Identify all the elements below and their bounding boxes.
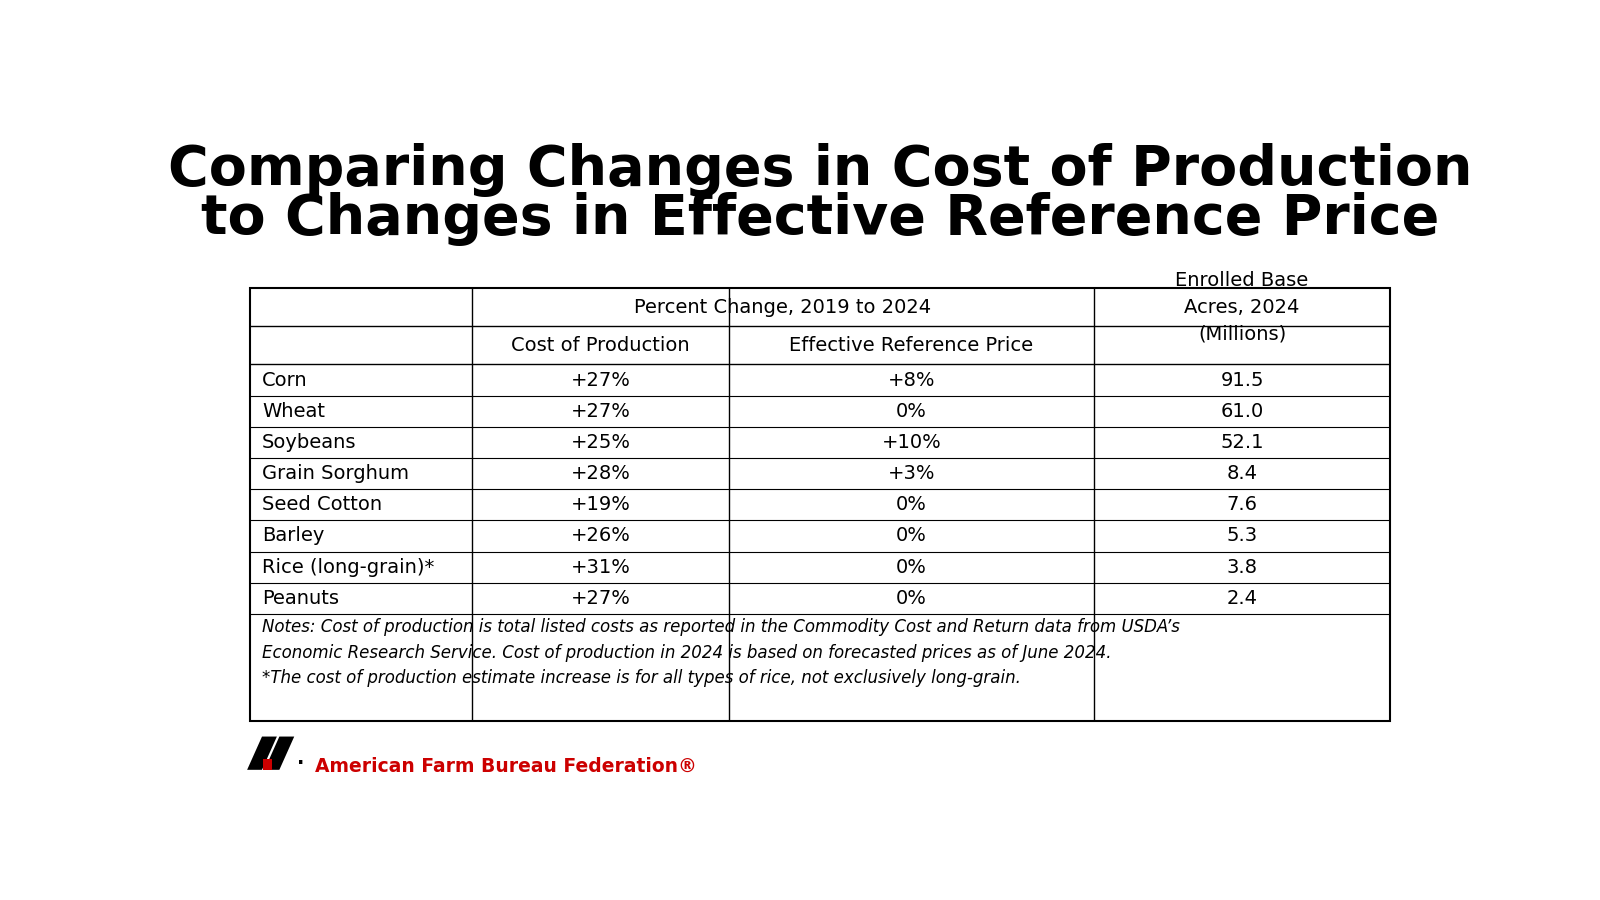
Text: Soybeans: Soybeans bbox=[262, 433, 357, 452]
Text: Wheat: Wheat bbox=[262, 401, 325, 420]
Text: +27%: +27% bbox=[571, 401, 630, 420]
Text: Rice (long-grain)*: Rice (long-grain)* bbox=[262, 558, 434, 577]
Text: 0%: 0% bbox=[896, 401, 926, 420]
Text: 61.0: 61.0 bbox=[1221, 401, 1264, 420]
Text: Percent Change, 2019 to 2024: Percent Change, 2019 to 2024 bbox=[634, 298, 931, 317]
Text: Peanuts: Peanuts bbox=[262, 589, 339, 608]
Text: 91.5: 91.5 bbox=[1221, 371, 1264, 390]
Text: +27%: +27% bbox=[571, 589, 630, 608]
Text: +8%: +8% bbox=[888, 371, 934, 390]
Text: Seed Cotton: Seed Cotton bbox=[262, 495, 382, 514]
Text: 0%: 0% bbox=[896, 526, 926, 545]
Text: Comparing Changes in Cost of Production: Comparing Changes in Cost of Production bbox=[168, 143, 1472, 197]
Text: 0%: 0% bbox=[896, 495, 926, 514]
Polygon shape bbox=[264, 760, 272, 770]
Text: +25%: +25% bbox=[570, 433, 630, 452]
Text: 5.3: 5.3 bbox=[1227, 526, 1258, 545]
Text: American Farm Bureau Federation®: American Farm Bureau Federation® bbox=[315, 757, 698, 776]
Text: 0%: 0% bbox=[896, 558, 926, 577]
Text: Effective Reference Price: Effective Reference Price bbox=[789, 336, 1034, 355]
Polygon shape bbox=[246, 736, 277, 770]
Text: Grain Sorghum: Grain Sorghum bbox=[262, 464, 410, 483]
Text: Corn: Corn bbox=[262, 371, 307, 390]
Text: .: . bbox=[296, 749, 304, 768]
Text: 2.4: 2.4 bbox=[1227, 589, 1258, 608]
Text: +3%: +3% bbox=[888, 464, 934, 483]
Text: +31%: +31% bbox=[571, 558, 630, 577]
Text: +19%: +19% bbox=[571, 495, 630, 514]
Text: 7.6: 7.6 bbox=[1227, 495, 1258, 514]
Text: +26%: +26% bbox=[571, 526, 630, 545]
Text: Barley: Barley bbox=[262, 526, 325, 545]
Bar bbox=[250, 288, 1390, 721]
Text: +10%: +10% bbox=[882, 433, 941, 452]
Text: Notes: Cost of production is total listed costs as reported in the Commodity Cos: Notes: Cost of production is total liste… bbox=[262, 618, 1179, 688]
Text: Cost of Production: Cost of Production bbox=[510, 336, 690, 355]
Text: 8.4: 8.4 bbox=[1227, 464, 1258, 483]
Text: 52.1: 52.1 bbox=[1221, 433, 1264, 452]
Text: +27%: +27% bbox=[571, 371, 630, 390]
Text: to Changes in Effective Reference Price: to Changes in Effective Reference Price bbox=[202, 192, 1438, 246]
Text: Enrolled Base
Acres, 2024
(Millions): Enrolled Base Acres, 2024 (Millions) bbox=[1176, 271, 1309, 343]
Text: 3.8: 3.8 bbox=[1227, 558, 1258, 577]
Polygon shape bbox=[264, 736, 294, 770]
Text: 0%: 0% bbox=[896, 589, 926, 608]
Text: +28%: +28% bbox=[571, 464, 630, 483]
